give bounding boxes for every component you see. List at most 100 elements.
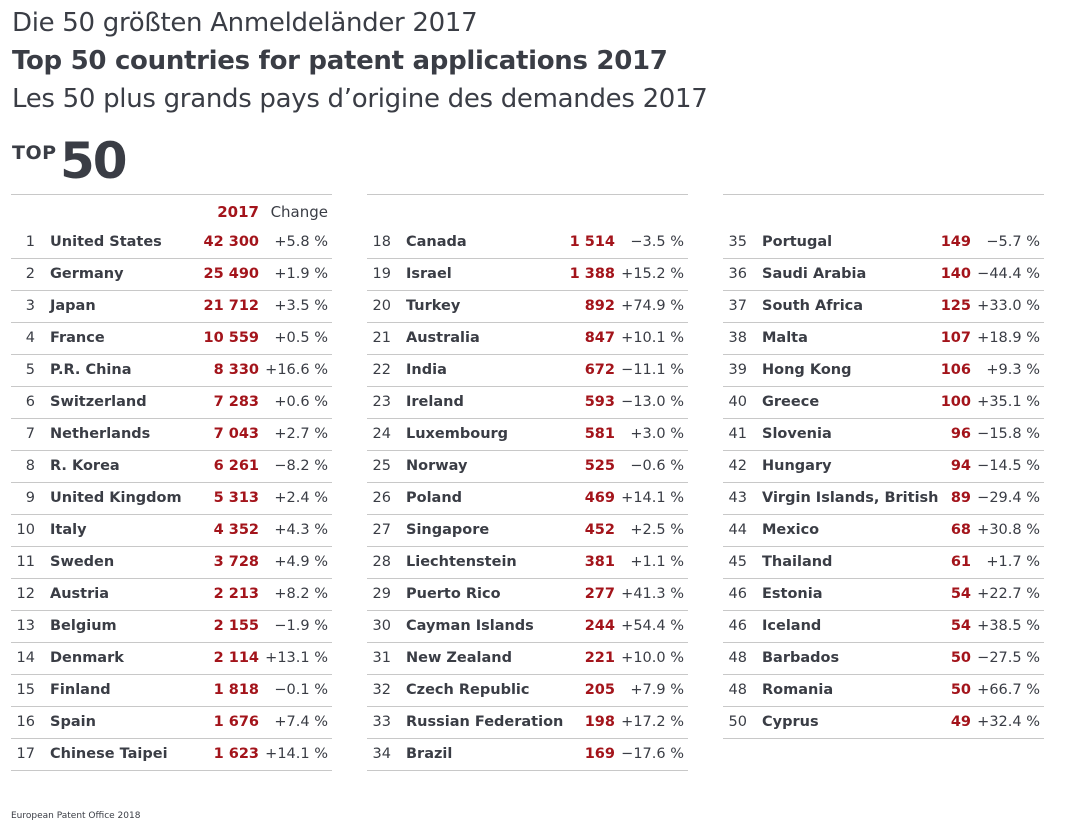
table-row: 8 R. Korea 6 261 −8.2 % [11, 451, 332, 483]
value-cell: 3 728 [213, 554, 259, 570]
rank-cell: 36 [728, 266, 747, 282]
value-cell: 25 490 [203, 266, 260, 282]
rank-cell: 34 [372, 746, 391, 762]
rank-cell: 41 [728, 426, 747, 442]
change-cell: +14.1 % [265, 746, 328, 762]
country-cell: Virgin Islands, British [762, 490, 939, 506]
table-row: 40 Greece 100 +35.1 % [723, 387, 1044, 419]
ranking-column-2: 18 Canada 1 514 −3.5 % 19 Israel 1 388 +15.2 % 2… [367, 194, 688, 771]
rank-cell: 21 [372, 330, 391, 346]
value-cell: 381 [584, 554, 615, 570]
country-cell: P.R. China [50, 362, 132, 378]
country-cell: United Kingdom [50, 490, 182, 506]
value-cell: 68 [950, 522, 971, 538]
value-cell: 2 213 [213, 586, 259, 602]
change-cell: +30.8 % [977, 522, 1040, 538]
change-cell: +54.4 % [621, 618, 684, 634]
table-row: 19 Israel 1 388 +15.2 % [367, 259, 688, 291]
header-change: Change [270, 203, 328, 221]
country-cell: Hungary [762, 458, 832, 474]
table-row: 44 Mexico 68 +30.8 % [723, 515, 1044, 547]
change-cell: −8.2 % [274, 458, 328, 474]
country-cell: Thailand [762, 554, 833, 570]
table-row: 25 Norway 525 −0.6 % [367, 451, 688, 483]
rank-cell: 4 [25, 330, 35, 346]
rank-cell: 6 [25, 394, 35, 410]
change-cell: −0.1 % [274, 682, 328, 698]
change-cell: −17.6 % [621, 746, 684, 762]
table-row: 35 Portugal 149 −5.7 % [723, 227, 1044, 259]
value-cell: 6 261 [213, 458, 259, 474]
title-english: Top 50 countries for patent applications… [12, 46, 668, 76]
table-row: 31 New Zealand 221 +10.0 % [367, 643, 688, 675]
value-cell: 50 [950, 682, 971, 698]
change-cell: +1.7 % [986, 554, 1040, 570]
rank-cell: 30 [372, 618, 391, 634]
table-row: 21 Australia 847 +10.1 % [367, 323, 688, 355]
country-cell: India [406, 362, 447, 378]
country-cell: Denmark [50, 650, 124, 666]
country-cell: Malta [762, 330, 808, 346]
table-row: 13 Belgium 2 155 −1.9 % [11, 611, 332, 643]
table-row: 46 Iceland 54 +38.5 % [723, 611, 1044, 643]
table-row: 17 Chinese Taipei 1 623 +14.1 % [11, 739, 332, 771]
table-row: 27 Singapore 452 +2.5 % [367, 515, 688, 547]
country-cell: Luxembourg [406, 426, 509, 442]
country-cell: Poland [406, 490, 463, 506]
table-row: 36 Saudi Arabia 140 −44.4 % [723, 259, 1044, 291]
value-cell: 21 712 [203, 298, 260, 314]
country-cell: Czech Republic [406, 682, 530, 698]
rank-cell: 3 [25, 298, 35, 314]
rank-cell: 46 [728, 586, 747, 602]
country-cell: Finland [50, 682, 111, 698]
change-cell: −44.4 % [977, 266, 1040, 282]
value-cell: 96 [950, 426, 971, 442]
rank-cell: 23 [372, 394, 391, 410]
value-cell: 7 043 [213, 426, 259, 442]
rank-cell: 12 [16, 586, 35, 602]
country-cell: Hong Kong [762, 362, 852, 378]
country-cell: Ireland [406, 394, 464, 410]
change-cell: −29.4 % [977, 490, 1040, 506]
table-row: 11 Sweden 3 728 +4.9 % [11, 547, 332, 579]
change-cell: +2.4 % [274, 490, 328, 506]
table-row: 33 Russian Federation 198 +17.2 % [367, 707, 688, 739]
country-cell: Canada [406, 234, 467, 250]
change-cell: +10.1 % [621, 330, 684, 346]
change-cell: +35.1 % [977, 394, 1040, 410]
value-cell: 1 514 [569, 234, 615, 250]
table-row: 30 Cayman Islands 244 +54.4 % [367, 611, 688, 643]
rank-cell: 33 [372, 714, 391, 730]
rank-cell: 46 [728, 618, 747, 634]
change-cell: +13.1 % [265, 650, 328, 666]
value-cell: 1 818 [213, 682, 259, 698]
value-cell: 140 [940, 266, 971, 282]
value-cell: 221 [584, 650, 615, 666]
table-row: 16 Spain 1 676 +7.4 % [11, 707, 332, 739]
country-cell: Puerto Rico [406, 586, 501, 602]
country-cell: Italy [50, 522, 87, 538]
change-cell: +38.5 % [977, 618, 1040, 634]
table-row: 10 Italy 4 352 +4.3 % [11, 515, 332, 547]
table-row: 9 United Kingdom 5 313 +2.4 % [11, 483, 332, 515]
table-row: 42 Hungary 94 −14.5 % [723, 451, 1044, 483]
rank-cell: 25 [372, 458, 391, 474]
country-cell: Mexico [762, 522, 820, 538]
value-cell: 2 155 [213, 618, 259, 634]
rank-cell: 1 [25, 234, 35, 250]
change-cell: +22.7 % [977, 586, 1040, 602]
country-cell: Greece [762, 394, 820, 410]
value-cell: 42 300 [203, 234, 260, 250]
change-cell: +4.9 % [274, 554, 328, 570]
table-row: 45 Thailand 61 +1.7 % [723, 547, 1044, 579]
value-cell: 107 [940, 330, 971, 346]
change-cell: +16.6 % [265, 362, 328, 378]
table-row: 18 Canada 1 514 −3.5 % [367, 227, 688, 259]
rank-cell: 27 [372, 522, 391, 538]
rank-cell: 16 [16, 714, 35, 730]
table-row: 6 Switzerland 7 283 +0.6 % [11, 387, 332, 419]
rank-cell: 38 [728, 330, 747, 346]
header-year: 2017 [217, 203, 259, 221]
table-row: 39 Hong Kong 106 +9.3 % [723, 355, 1044, 387]
value-cell: 94 [950, 458, 971, 474]
